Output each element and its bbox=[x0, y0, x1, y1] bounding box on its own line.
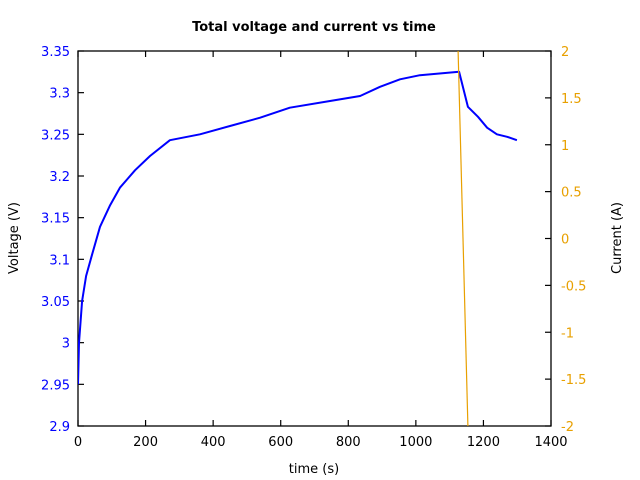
chart-title: Total voltage and current vs time bbox=[192, 20, 436, 35]
plot-area: 0 200 400 600 800 1000 1200 1400 2.9 2.95 3 3.05 3.… bbox=[41, 45, 586, 450]
y-tick-label: 3.2 bbox=[49, 170, 70, 185]
y2-tick-label: -0.5 bbox=[561, 279, 586, 294]
y2-tick-label: 0 bbox=[561, 233, 569, 248]
y2-axis-label: Current (A) bbox=[610, 202, 625, 274]
y-tick-label: 3.05 bbox=[41, 295, 70, 310]
y-tick-label: 2.9 bbox=[49, 420, 70, 435]
y2-tick-label: -2 bbox=[561, 420, 574, 435]
y-tick-label: 3.1 bbox=[49, 253, 70, 268]
y2-tick-label: 1 bbox=[561, 139, 569, 154]
y-tick-label: 3.15 bbox=[41, 212, 70, 227]
y-tick-label: 3.3 bbox=[49, 87, 70, 102]
y-tick-label: 3 bbox=[62, 337, 70, 352]
y2-axis-ticks: -2 -1.5 -1 -0.5 0 0.5 1 1.5 2 bbox=[545, 45, 586, 435]
current-line bbox=[457, 51, 469, 426]
y2-tick-label: -1.5 bbox=[561, 373, 586, 388]
x-tick-label: 0 bbox=[74, 435, 82, 450]
x-tick-label: 800 bbox=[336, 435, 361, 450]
x-tick-label: 1200 bbox=[467, 435, 500, 450]
x-tick-label: 400 bbox=[201, 435, 226, 450]
y2-tick-label: 2 bbox=[561, 45, 569, 60]
series-layer bbox=[78, 51, 518, 426]
y2-tick-label: -1 bbox=[561, 326, 574, 341]
voltage-line bbox=[78, 70, 518, 385]
x-tick-label: 1000 bbox=[399, 435, 432, 450]
x-axis-label: time (s) bbox=[289, 462, 339, 477]
y2-tick-label: 0.5 bbox=[561, 186, 582, 201]
y-axis-ticks: 2.9 2.95 3 3.05 3.1 3.15 3.2 3.25 3.3 3.35 bbox=[41, 45, 84, 435]
y-tick-label: 3.35 bbox=[41, 45, 70, 60]
y-tick-label: 2.95 bbox=[41, 378, 70, 393]
x-tick-label: 1400 bbox=[534, 435, 567, 450]
x-tick-label: 600 bbox=[268, 435, 293, 450]
y-tick-label: 3.25 bbox=[41, 128, 70, 143]
x-axis-ticks: 0 200 400 600 800 1000 1200 1400 bbox=[74, 51, 568, 450]
y-axis-label: Voltage (V) bbox=[7, 202, 22, 274]
y2-tick-label: 1.5 bbox=[561, 92, 582, 107]
x-tick-label: 200 bbox=[133, 435, 158, 450]
plot-frame bbox=[77, 50, 552, 427]
